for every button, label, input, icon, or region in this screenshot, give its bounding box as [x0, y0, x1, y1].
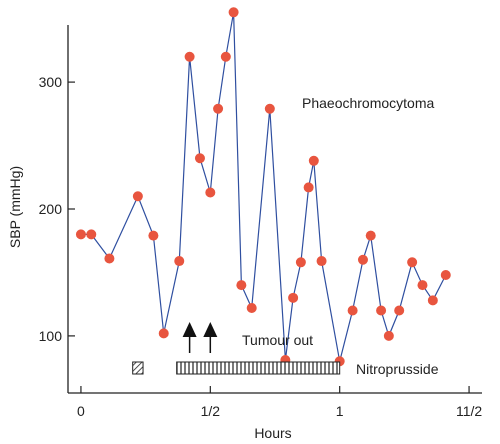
data-point: [365, 230, 376, 241]
x-tick-label: 1/2: [201, 403, 221, 419]
y-tick-label: 100: [39, 328, 63, 344]
data-point: [440, 269, 451, 280]
data-point: [407, 257, 418, 268]
data-point: [347, 305, 358, 316]
tumour-out-arrows: [182, 322, 218, 353]
data-point: [86, 229, 97, 240]
data-point: [184, 51, 195, 62]
data-point: [228, 7, 239, 18]
x-axis-title: Hours: [254, 425, 291, 441]
series-markers: [75, 7, 451, 367]
data-point: [264, 103, 275, 114]
x-ticks: 0 1/2 1 11/2: [77, 386, 482, 419]
series-annotation: Phaeochromocytoma: [302, 95, 435, 111]
data-point: [295, 257, 306, 268]
data-point: [376, 305, 387, 316]
data-point: [383, 330, 394, 341]
up-arrow-icon: [203, 322, 218, 353]
data-point: [288, 292, 299, 303]
data-point: [158, 328, 169, 339]
data-point: [246, 302, 257, 313]
data-point: [205, 187, 216, 198]
y-tick-label: 200: [39, 201, 63, 217]
series-layer: [75, 7, 451, 367]
data-point: [213, 103, 224, 114]
x-tick-label: 1: [336, 403, 344, 419]
data-point: [427, 295, 438, 306]
data-point: [236, 280, 247, 291]
data-point: [417, 280, 428, 291]
data-point: [194, 153, 205, 164]
x-tick-label: 0: [77, 403, 85, 419]
data-point: [316, 256, 327, 267]
data-point: [132, 191, 143, 202]
nitroprusside-bar-short: [132, 361, 144, 375]
data-point: [75, 229, 86, 240]
data-point: [303, 182, 314, 193]
nitroprusside-label: Nitroprusside: [356, 361, 439, 377]
y-axis-title: SBP (mmHg): [7, 166, 23, 248]
data-point: [220, 51, 231, 62]
tumour-out-label: Tumour out: [242, 332, 313, 348]
x-tick-label: 11/2: [456, 403, 482, 419]
data-point: [308, 155, 319, 166]
nitroprusside-bar-long: [176, 361, 341, 375]
data-point: [104, 253, 115, 264]
y-tick-label: 300: [39, 74, 63, 90]
data-point: [357, 254, 368, 265]
data-point: [174, 256, 185, 267]
y-ticks: 100 200 300: [39, 74, 75, 344]
series-line: [80, 12, 447, 362]
up-arrow-icon: [182, 322, 197, 353]
data-point: [394, 305, 405, 316]
data-point: [148, 230, 159, 241]
